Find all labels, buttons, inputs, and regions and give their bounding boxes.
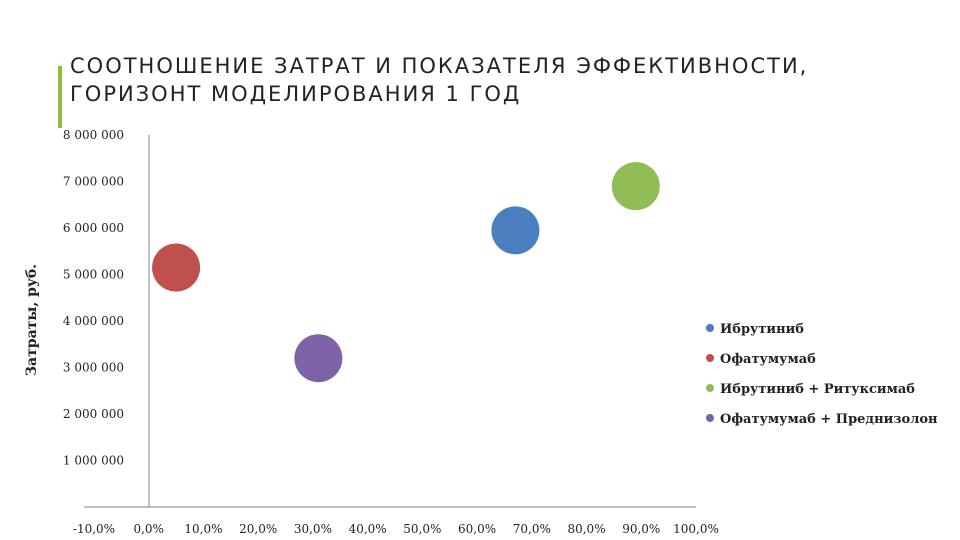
y-axis-label: Затраты, руб. — [24, 264, 40, 376]
x-tick-label: 20,0% — [239, 522, 277, 536]
legend-marker — [706, 354, 714, 362]
data-point — [491, 206, 540, 255]
x-tick-label: 70,0% — [513, 522, 551, 536]
chart-legend: Ибрутиниб Офатумумаб Ибрутиниб + Ритуксима… — [706, 322, 938, 427]
x-tick-label: 0,0% — [133, 522, 164, 536]
y-tick-label: 6 000 000 — [63, 221, 124, 235]
data-point — [152, 243, 201, 292]
legend-marker — [706, 414, 714, 422]
x-tick-label: 10,0% — [184, 522, 222, 536]
y-tick-label: 2 000 000 — [63, 407, 124, 421]
legend-marker — [706, 324, 714, 332]
legend-entry: Офатумумаб + Преднизолон — [720, 412, 938, 427]
legend-entry: Офатумумаб — [720, 352, 816, 367]
y-tick-label: 4 000 000 — [63, 314, 124, 328]
y-tick-labels: 1 000 000 2 000 000 3 000 000 4 000 000 5 00… — [63, 128, 124, 468]
data-point — [294, 334, 343, 383]
y-tick-label: 5 000 000 — [63, 268, 124, 282]
legend-marker — [706, 384, 714, 392]
y-tick-label: 3 000 000 — [63, 361, 124, 375]
x-tick-labels: -10,0% 0,0% 10,0% 20,0% 30,0% 40,0% 50,0% 60,0%… — [73, 522, 719, 536]
x-tick-label: 40,0% — [349, 522, 387, 536]
slide-title: СООТНОШЕНИЕ ЗАТРАТ И ПОКАЗАТЕЛЯ ЭФФЕКТИВ… — [70, 54, 809, 106]
y-tick-label: 7 000 000 — [63, 175, 124, 189]
legend-entry: Ибрутиниб + Ритуксимаб — [720, 382, 915, 397]
x-tick-label: 30,0% — [294, 522, 332, 536]
chart-axes — [84, 135, 696, 508]
title-accent-bar — [58, 66, 62, 128]
x-tick-label: 80,0% — [567, 522, 605, 536]
x-tick-label: 100,0% — [673, 522, 719, 536]
data-points — [152, 162, 660, 383]
x-tick-label: 90,0% — [622, 522, 660, 536]
x-tick-label: 50,0% — [403, 522, 441, 536]
x-tick-label: -10,0% — [73, 522, 115, 536]
data-point — [611, 162, 660, 211]
y-tick-label: 8 000 000 — [63, 128, 124, 142]
y-tick-label: 1 000 000 — [63, 454, 124, 468]
x-tick-label: 60,0% — [458, 522, 496, 536]
legend-entry: Ибрутиниб — [720, 322, 804, 337]
